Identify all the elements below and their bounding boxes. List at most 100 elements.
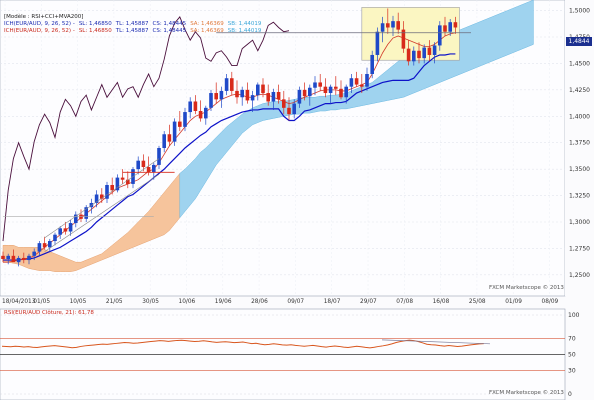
candle-body bbox=[162, 134, 166, 148]
candle-body bbox=[266, 93, 270, 102]
x-tick-label: 16/08 bbox=[433, 299, 450, 305]
y-tick-label: 1,5000 bbox=[569, 8, 590, 15]
header-ichimoku-line-2: ICH(EUR/AUD, 9, 26, 52) - SL: 1,46850 TL: … bbox=[4, 27, 265, 35]
x-tick-label: 01/05 bbox=[33, 299, 50, 305]
rsi-tick-label: 30 bbox=[568, 367, 576, 374]
candle-body bbox=[32, 251, 36, 256]
ich-sb-1: SB: 1,44019 bbox=[227, 21, 262, 27]
channel-line-lower bbox=[44, 174, 160, 252]
candle-body bbox=[22, 257, 26, 261]
rsi-tick-label: 0 bbox=[568, 391, 572, 398]
candle-body bbox=[427, 47, 432, 55]
rsi-tick-label: 50 bbox=[568, 352, 576, 359]
candle-body bbox=[6, 255, 10, 259]
x-tick-label: 19/06 bbox=[215, 299, 232, 305]
candle-body bbox=[349, 78, 354, 87]
ich-sa-2: SA: 1,46369 bbox=[190, 28, 224, 34]
candle-body bbox=[37, 243, 42, 252]
candle-body bbox=[219, 90, 224, 100]
header-model-label: [Modèle : RSI+CCI+MVA200] bbox=[4, 14, 84, 20]
x-tick-label: 08/09 bbox=[542, 299, 559, 305]
ich-tl-1: TL: 1,45887 bbox=[115, 21, 149, 27]
candle-body bbox=[74, 214, 78, 224]
candle-body bbox=[417, 50, 421, 59]
candle-body bbox=[183, 112, 187, 127]
candle-body bbox=[292, 103, 296, 115]
candle-body bbox=[276, 91, 281, 100]
candle-body bbox=[172, 121, 177, 142]
candle-body bbox=[250, 95, 255, 101]
ich-sb-2: SB: 1,44019 bbox=[227, 28, 262, 34]
candle-body bbox=[313, 82, 317, 88]
candle-body bbox=[230, 78, 234, 91]
candle-body bbox=[282, 99, 286, 108]
x-tick-label: 28/06 bbox=[251, 299, 268, 305]
candle-body bbox=[365, 74, 369, 87]
ich-sl-1: SL: 1,46850 bbox=[78, 21, 112, 27]
candle-body bbox=[48, 241, 52, 248]
rsi-tick-label: 100 bbox=[568, 312, 580, 319]
x-tick-label: 21/05 bbox=[106, 299, 123, 305]
candle-body bbox=[344, 86, 348, 98]
candle-body bbox=[126, 179, 130, 184]
candle-body bbox=[297, 89, 302, 104]
candle-body bbox=[209, 93, 213, 108]
candle-body bbox=[245, 89, 250, 101]
candle-body bbox=[63, 228, 68, 232]
channel-line-upper bbox=[44, 158, 160, 239]
candle-body bbox=[235, 90, 239, 98]
candle-body bbox=[370, 54, 374, 74]
candle-body bbox=[396, 21, 400, 30]
candle-body bbox=[146, 167, 151, 173]
x-tick-label: 10/05 bbox=[70, 299, 87, 305]
candle-body bbox=[261, 84, 265, 94]
header-ichimoku-line-1: ICH(EUR/AUD, 9, 26, 52) - SL: 1,46850 TL: … bbox=[4, 20, 265, 28]
y-tick-label: 1,2750 bbox=[569, 245, 590, 252]
y-tick-label: 1,4500 bbox=[569, 60, 590, 67]
y-tick-label: 1,3000 bbox=[569, 219, 590, 226]
candle-body bbox=[391, 21, 395, 28]
y-tick-label: 1,3500 bbox=[569, 166, 590, 173]
candle-body bbox=[287, 107, 291, 115]
candle-body bbox=[115, 177, 120, 191]
price-badge: 1,4844 bbox=[566, 37, 592, 46]
candle-body bbox=[256, 84, 260, 96]
candle-body bbox=[412, 50, 416, 62]
ich-label-1: ICH(EUR/AUD, 9, 26, 52) - bbox=[4, 21, 75, 27]
ich-cs-2: CS: 1,48445 bbox=[152, 28, 187, 34]
candle-body bbox=[105, 185, 109, 199]
rsi-trend-line bbox=[381, 339, 491, 345]
candle-body bbox=[453, 22, 458, 28]
x-tick-label: 29/07 bbox=[360, 299, 377, 305]
candle-body bbox=[42, 243, 47, 248]
x-tick-label: 10/06 bbox=[179, 299, 196, 305]
candle-body bbox=[422, 47, 426, 59]
price-axis-area bbox=[565, 0, 594, 296]
ich-tl-2: TL: 1,45887 bbox=[115, 28, 149, 34]
candle-body bbox=[438, 25, 442, 46]
candle-body bbox=[240, 89, 244, 98]
x-tick-label: 18/04/2013 bbox=[2, 299, 36, 305]
candle-body bbox=[188, 101, 192, 113]
candle-body bbox=[120, 177, 125, 180]
candle-body bbox=[53, 234, 57, 242]
candle-body bbox=[214, 93, 218, 100]
candle-body bbox=[58, 228, 62, 235]
candle-body bbox=[432, 45, 437, 55]
x-tick-label: 25/08 bbox=[469, 299, 486, 305]
candle-body bbox=[100, 194, 104, 199]
candle-body bbox=[152, 164, 156, 173]
candle-body bbox=[84, 207, 88, 219]
candle-body bbox=[27, 255, 31, 261]
ich-sl-2: SL: 1,46850 bbox=[78, 28, 112, 34]
kijun-sen-line bbox=[3, 53, 456, 261]
x-tick-label: 30/05 bbox=[142, 299, 159, 305]
candle-body bbox=[328, 86, 333, 94]
candle-body bbox=[443, 25, 447, 32]
candle-body bbox=[16, 257, 21, 263]
candle-body bbox=[308, 87, 312, 97]
candle-body bbox=[323, 86, 328, 94]
y-tick-label: 1,2500 bbox=[569, 272, 590, 279]
